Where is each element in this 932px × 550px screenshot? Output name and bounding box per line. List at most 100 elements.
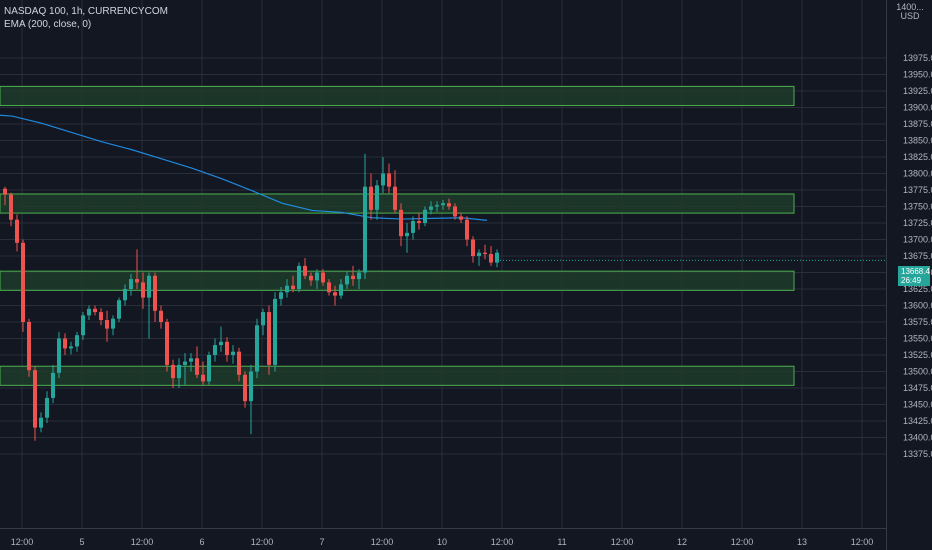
- candle-body: [111, 318, 115, 329]
- y-tick-label: 13850.0: [903, 136, 932, 146]
- candle-body: [27, 322, 31, 371]
- candle-body: [201, 374, 205, 382]
- candle-body: [189, 358, 193, 362]
- x-tick-label: 7: [319, 537, 324, 547]
- candle-body: [105, 320, 109, 329]
- candle-body: [273, 298, 277, 365]
- candle-body: [33, 370, 37, 428]
- candle-body: [447, 203, 451, 207]
- y-tick-label: 13825.0: [903, 152, 932, 162]
- candle-body: [453, 206, 457, 217]
- candle-body: [351, 275, 355, 280]
- y-tick-label: 13675.0: [903, 251, 932, 261]
- x-tick-label: 12:00: [131, 537, 154, 547]
- y-tick-label: 13425.0: [903, 416, 932, 426]
- y-tick-label: 13750.0: [903, 202, 932, 212]
- y-tick-label: 13800.0: [903, 169, 932, 179]
- candle-body: [63, 338, 67, 349]
- x-tick-label: 12:00: [251, 537, 274, 547]
- x-tick-label: 12:00: [611, 537, 634, 547]
- candle-body: [441, 203, 445, 206]
- y-tick-label: 13725.0: [903, 218, 932, 228]
- candle-body: [231, 351, 235, 355]
- x-tick-label: 12:00: [371, 537, 394, 547]
- candle-body: [465, 219, 469, 240]
- candle-body: [225, 341, 229, 355]
- candle-body: [315, 272, 319, 281]
- y-tick-label: 13975.0: [903, 53, 932, 63]
- y-tick-label: 13950.0: [903, 70, 932, 80]
- candle-body: [459, 216, 463, 220]
- y-tick-label: 13875.0: [903, 119, 932, 129]
- candle-body: [399, 209, 403, 237]
- candle-body: [81, 315, 85, 336]
- candle-body: [477, 252, 481, 256]
- candle-body: [249, 371, 253, 402]
- candle-body: [369, 186, 373, 210]
- x-tick-label: 10: [437, 537, 447, 547]
- candle-body: [405, 232, 409, 237]
- x-tick-label: 6: [199, 537, 204, 547]
- candle-body: [243, 374, 247, 402]
- candle-body: [489, 254, 493, 263]
- candle-body: [333, 292, 337, 296]
- x-tick-label: 5: [79, 537, 84, 547]
- candle-body: [375, 185, 379, 210]
- x-tick-label: 12:00: [11, 537, 34, 547]
- indicator-legend[interactable]: EMA (200, close, 0): [4, 19, 92, 30]
- candle-body: [495, 252, 499, 263]
- currency-top-label: 1400...: [896, 2, 924, 12]
- candle-body: [327, 282, 331, 293]
- zone-1[interactable]: [0, 85, 795, 107]
- candle-body: [3, 188, 7, 195]
- candle-body: [387, 173, 391, 187]
- candle-body: [9, 194, 13, 220]
- candle-body: [267, 312, 271, 365]
- zone-3[interactable]: [0, 270, 795, 291]
- candle-body: [411, 221, 415, 233]
- candle-body: [435, 205, 439, 207]
- candle-body: [15, 219, 19, 243]
- y-tick-label: 13400.0: [903, 433, 932, 443]
- candle-body: [345, 275, 349, 285]
- candle-body: [261, 312, 265, 326]
- x-tick-label: 12:00: [491, 537, 514, 547]
- candle-body: [213, 345, 217, 355]
- candle-body: [339, 284, 343, 296]
- candle-body: [381, 173, 385, 186]
- y-tick-label: 13575.0: [903, 317, 932, 327]
- candle-body: [291, 285, 295, 289]
- zone-4[interactable]: [0, 365, 795, 386]
- candle-body: [153, 275, 157, 311]
- candle-body: [309, 275, 313, 281]
- candle-body: [321, 272, 325, 283]
- y-tick-label: 13625.0: [903, 284, 932, 294]
- candle-body: [255, 325, 259, 372]
- x-tick-label: 12:00: [851, 537, 874, 547]
- candle-body: [183, 361, 187, 365]
- y-tick-label: 13900.0: [903, 103, 932, 113]
- y-tick-label: 13450.0: [903, 400, 932, 410]
- y-tick-label: 13500.0: [903, 367, 932, 377]
- y-tick-label: 13925.0: [903, 86, 932, 96]
- candle-body: [357, 272, 361, 280]
- candle-body: [51, 372, 55, 398]
- symbol-legend[interactable]: NASDAQ 100, 1h, CURRENCYCOM: [4, 6, 168, 17]
- candle-body: [171, 364, 175, 379]
- ema-line[interactable]: [0, 114, 488, 221]
- candle-body: [87, 308, 91, 316]
- candle-body: [99, 312, 103, 321]
- y-tick-label: 13475.0: [903, 383, 932, 393]
- y-tick-label: 13550.0: [903, 334, 932, 344]
- candle-body: [39, 417, 43, 428]
- candle-body: [135, 279, 139, 283]
- candle-body: [93, 308, 97, 313]
- candle-body: [279, 292, 283, 299]
- candle-body: [207, 355, 211, 382]
- candle-body: [363, 186, 367, 273]
- y-tick-label: 13700.0: [903, 235, 932, 245]
- candle-body: [177, 364, 181, 379]
- currency-unit-label: USD: [900, 11, 920, 21]
